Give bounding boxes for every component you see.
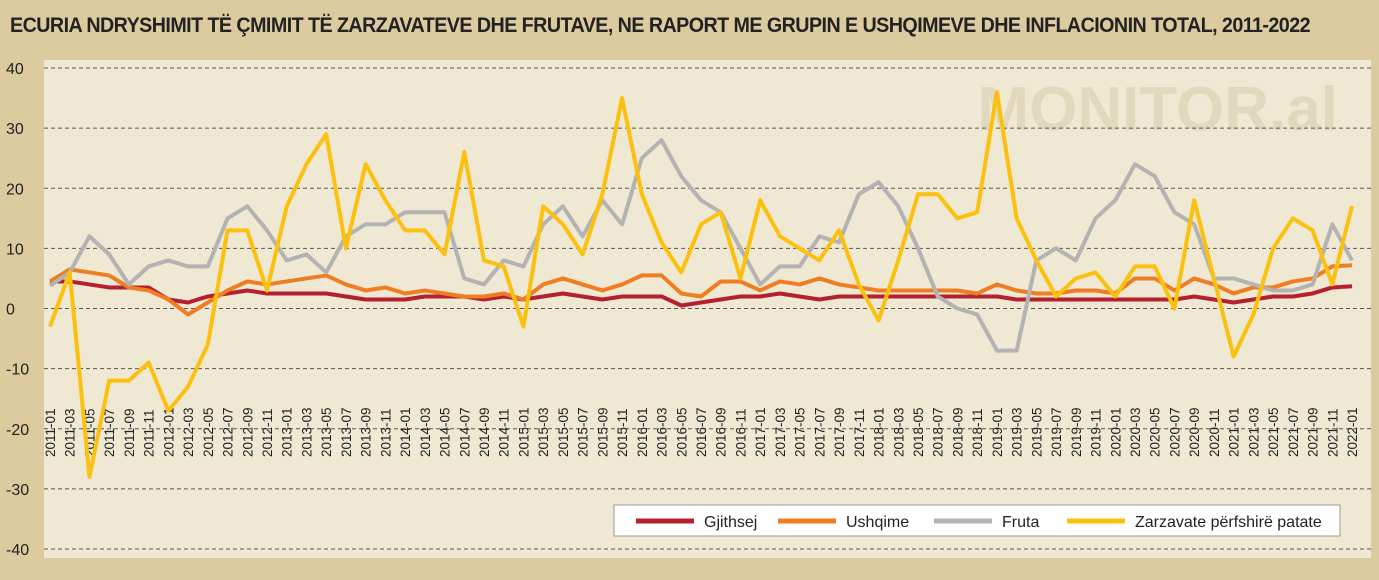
x-tick-label: 2014-07	[457, 407, 472, 457]
chart-title: ECURIA NDRYSHIMIT TË ÇMIMIT TË ZARZAVATE…	[10, 14, 1310, 37]
x-tick-label: 2016-05	[674, 407, 689, 457]
x-tick-label: 2015-01	[516, 407, 531, 457]
x-tick-label: 2016-07	[694, 407, 709, 457]
x-tick-label: 2011-09	[122, 408, 137, 457]
x-tick-label: 2016-11	[733, 408, 748, 457]
x-tick-label: 2014-05	[438, 407, 453, 457]
x-tick-label: 2021-05	[1266, 407, 1281, 457]
y-tick-label: -10	[6, 362, 29, 379]
y-tick-label: -20	[6, 422, 29, 439]
x-tick-label: 2015-05	[556, 407, 571, 457]
x-tick-label: 2017-09	[832, 407, 847, 457]
x-tick-label: 2012-03	[181, 407, 196, 457]
x-tick-label: 2020-09	[1187, 407, 1202, 457]
y-tick-label: 30	[6, 121, 24, 138]
x-tick-label: 2013-05	[319, 407, 334, 457]
x-tick-label: 2015-11	[615, 408, 630, 457]
x-tick-label: 2017-11	[852, 408, 867, 457]
x-tick-label: 2012-01	[161, 407, 176, 457]
x-tick-label: 2018-03	[891, 407, 906, 457]
x-tick-label: 2013-03	[299, 407, 314, 457]
x-tick-label: 2012-05	[201, 407, 216, 457]
x-tick-label: 2020-05	[1148, 407, 1163, 457]
x-tick-label: 2019-09	[1069, 407, 1084, 457]
series-line	[50, 279, 1353, 308]
x-tick-label: 2018-11	[970, 408, 985, 457]
x-tick-label: 2021-07	[1286, 407, 1301, 457]
x-tick-label: 2019-11	[1089, 408, 1104, 457]
x-tick-label: 2013-09	[359, 407, 374, 457]
legend-label: Zarzavate përfshirë patate	[1135, 514, 1322, 531]
x-tick-label: 2017-07	[812, 407, 827, 457]
x-tick-label: 2019-03	[1010, 407, 1025, 457]
x-tick-label: 2021-09	[1306, 407, 1321, 457]
x-tick-label: 2016-01	[635, 407, 650, 457]
legend-label: Fruta	[1002, 514, 1039, 531]
x-tick-label: 2012-11	[260, 408, 275, 457]
x-tick-label: 2018-09	[950, 407, 965, 457]
x-tick-label: 2020-03	[1128, 407, 1143, 457]
x-tick-label: 2015-07	[576, 407, 591, 457]
x-tick-label: 2020-07	[1167, 407, 1182, 457]
x-tick-label: 2012-07	[221, 407, 236, 457]
x-tick-label: 2014-09	[477, 407, 492, 457]
x-tick-label: 2021-11	[1325, 408, 1340, 457]
x-tick-label: 2014-03	[418, 407, 433, 457]
x-tick-label: 2017-01	[753, 407, 768, 457]
x-tick-label: 2019-01	[990, 407, 1005, 457]
x-tick-label: 2014-11	[497, 408, 512, 457]
x-tick-label: 2018-01	[872, 407, 887, 457]
x-tick-label: 2016-03	[655, 407, 670, 457]
x-tick-label: 2021-03	[1246, 407, 1261, 457]
plot-area	[44, 60, 1371, 558]
watermark: MONITOR.al	[977, 75, 1338, 144]
x-tick-label: 2019-05	[1029, 407, 1044, 457]
x-tick-label: 2011-03	[63, 408, 78, 457]
x-tick-label: 2014-01	[398, 407, 413, 457]
x-tick-label: 2011-11	[142, 409, 157, 457]
x-tick-label: 2022-01	[1345, 407, 1360, 457]
x-tick-label: 2020-11	[1207, 408, 1222, 457]
x-tick-label: 2017-05	[793, 407, 808, 457]
x-tick-label: 2015-09	[595, 407, 610, 457]
x-tick-label: 2021-01	[1227, 407, 1242, 457]
x-tick-label: 2020-01	[1108, 407, 1123, 457]
x-tick-label: 2017-03	[773, 407, 788, 457]
legend-label: Gjithsej	[704, 514, 757, 531]
legend-label: Ushqime	[846, 514, 909, 531]
series-line	[48, 138, 1354, 353]
x-tick-label: 2018-07	[931, 407, 946, 457]
x-tick-label: 2013-11	[378, 408, 393, 457]
y-tick-label: 10	[6, 241, 24, 258]
y-tick-label: 20	[6, 181, 24, 198]
y-tick-label: -40	[6, 542, 29, 559]
x-tick-label: 2011-07	[102, 408, 117, 457]
x-tick-label: 2013-01	[280, 407, 295, 457]
x-tick-label: 2015-03	[536, 407, 551, 457]
x-tick-label: 2013-07	[339, 407, 354, 457]
x-tick-label: 2019-07	[1049, 407, 1064, 457]
x-tick-label: 2016-09	[714, 407, 729, 457]
x-tick-label: 2011-01	[43, 408, 58, 457]
y-tick-label: 0	[6, 302, 15, 319]
series-line	[48, 90, 1354, 479]
x-tick-label: 2012-09	[240, 407, 255, 457]
x-tick-label: 2018-05	[911, 407, 926, 457]
y-tick-label: -30	[6, 482, 29, 499]
y-tick-label: 40	[6, 61, 24, 78]
